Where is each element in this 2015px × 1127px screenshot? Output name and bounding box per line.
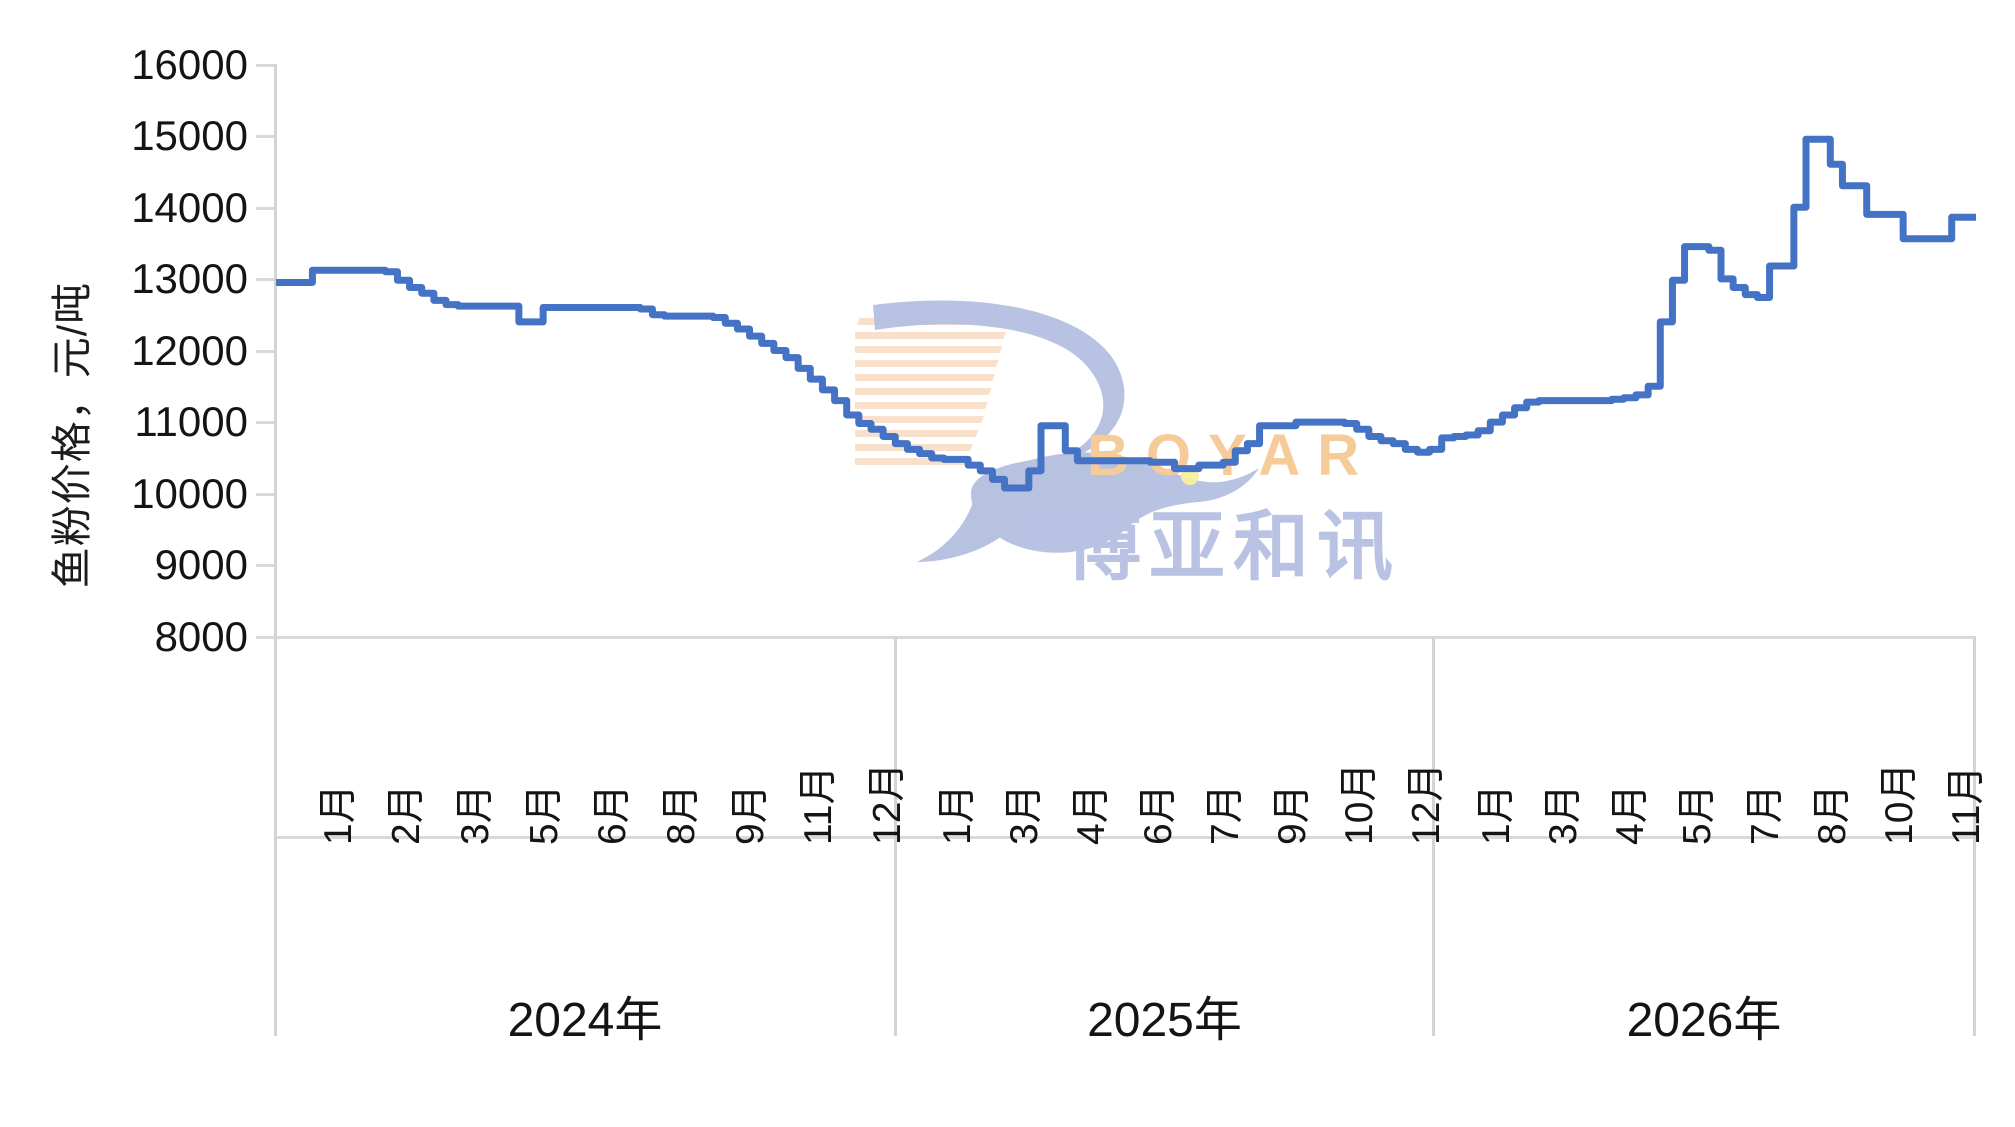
y-tick-9000: 9000 — [154, 541, 248, 588]
year-label-2024: 2024年 — [507, 994, 663, 1047]
x-tick-2024-9月: 9月 — [728, 784, 772, 845]
x-tick-2026-4月: 4月 — [1609, 784, 1653, 845]
x-axis-line — [274, 636, 1976, 639]
x-tick-2026-10月: 10月 — [1878, 762, 1922, 845]
x-tick-2026-11月: 11月 — [1945, 765, 1989, 846]
y-tick-8000: 8000 — [154, 613, 248, 660]
y-axis-line — [274, 64, 277, 638]
x-tick-2024-1月: 1月 — [316, 784, 360, 845]
x-tick-2025-9月: 9月 — [1270, 784, 1314, 845]
x-tick-2026-1月: 1月 — [1474, 784, 1518, 845]
x-tick-2025-4月: 4月 — [1070, 784, 1114, 845]
x-tick-2024-3月: 3月 — [453, 784, 497, 845]
y-tick-14000: 14000 — [131, 184, 248, 231]
y-tickmark — [256, 493, 274, 496]
y-tick-10000: 10000 — [131, 470, 248, 517]
x-tick-2025-10月: 10月 — [1337, 762, 1381, 845]
y-tickmark — [256, 278, 274, 281]
x-tick-2024-5月: 5月 — [522, 784, 566, 845]
x-tick-2026-5月: 5月 — [1676, 784, 1720, 845]
year-label-2026: 2026年 — [1626, 994, 1782, 1047]
x-tick-2026-7月: 7月 — [1743, 784, 1787, 845]
x-tick-2024-11月: 11月 — [797, 765, 841, 846]
price-line-series — [276, 135, 1976, 492]
y-tick-12000: 12000 — [131, 327, 248, 374]
y-tickmark — [256, 135, 274, 138]
y-tickmark — [256, 421, 274, 424]
y-tickmark — [256, 636, 274, 639]
y-tick-16000: 16000 — [131, 41, 248, 88]
year-label-2025: 2025年 — [1087, 994, 1242, 1047]
y-tick-15000: 15000 — [131, 112, 248, 159]
x-axis-month-ticks: 1月 2月 3月 5月 6月 8月 9月 11月 12月 1月 3月 4月 6月 7月 9月 10月 12月 1月… — [276, 763, 1989, 965]
year-separator-2025-2026 — [1432, 636, 1435, 1036]
plot-area — [276, 64, 1976, 637]
x-tick-2024-8月: 8月 — [659, 784, 703, 845]
x-tick-2025-1月: 1月 — [936, 784, 980, 845]
year-band-rule — [274, 836, 1976, 839]
x-tick-2024-2月: 2月 — [385, 784, 429, 845]
x-tick-2024-12月: 12月 — [865, 762, 909, 845]
y-tickmark — [256, 350, 274, 353]
y-tick-11000: 11000 — [134, 398, 248, 445]
year-separator-2024-2025 — [894, 636, 897, 1036]
x-tick-2024-6月: 6月 — [591, 784, 635, 845]
year-band-left-edge — [274, 636, 277, 1036]
year-band-right-edge — [1973, 636, 1976, 1036]
y-tickmark — [256, 207, 274, 210]
x-tick-2025-3月: 3月 — [1003, 784, 1047, 845]
x-tick-2026-8月: 8月 — [1810, 784, 1854, 845]
y-tickmark — [256, 564, 274, 567]
x-tick-2025-7月: 7月 — [1203, 784, 1247, 845]
y-tickmark — [256, 64, 274, 67]
x-tick-2025-6月: 6月 — [1137, 784, 1181, 845]
x-tick-2026-3月: 3月 — [1541, 784, 1585, 845]
x-tick-2025-12月: 12月 — [1404, 762, 1448, 845]
y-tick-13000: 13000 — [131, 255, 248, 302]
y-axis-ticks: 16000 15000 14000 13000 12000 11000 1000… — [0, 0, 248, 1127]
price-line-path — [276, 135, 1976, 492]
